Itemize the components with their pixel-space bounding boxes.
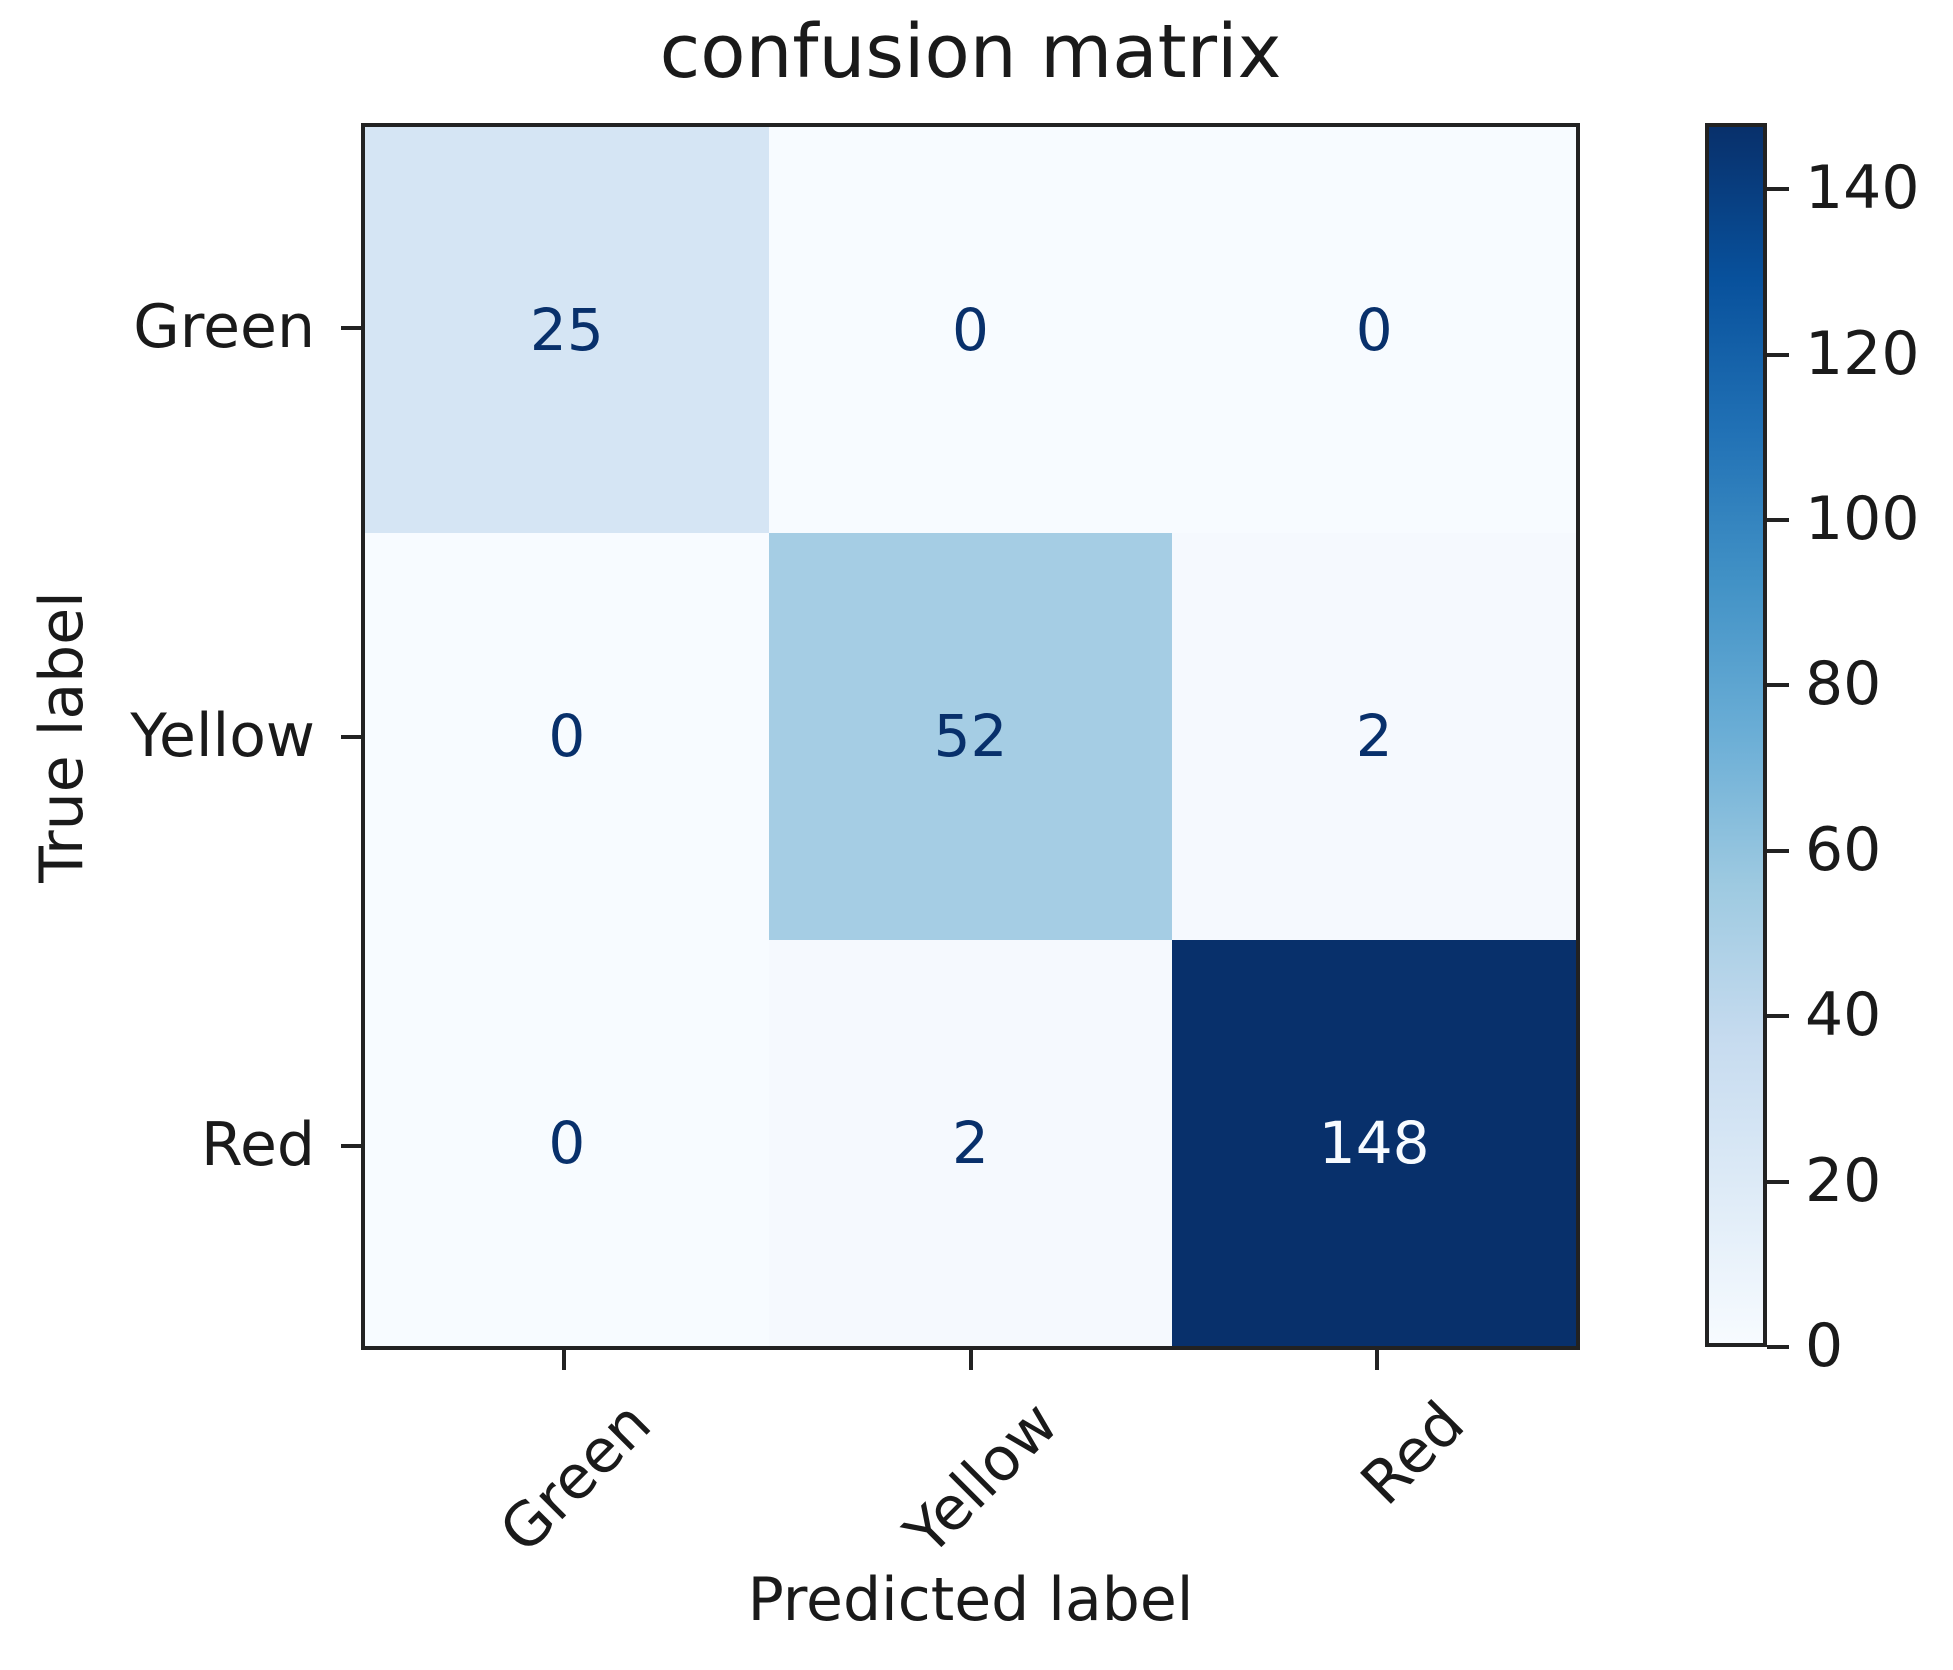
y-tick-label-yellow: Yellow (130, 700, 315, 771)
matrix-cell-yellow-green: 0 (365, 533, 769, 940)
matrix-cell-green-red: 0 (1172, 127, 1576, 534)
x-tick-mark (1374, 1350, 1379, 1370)
x-tick-label-green: Green (487, 1388, 666, 1567)
y-tick-mark (341, 325, 361, 330)
colorbar-tick-mark (1767, 187, 1789, 192)
matrix-cell-red-yellow: 2 (768, 939, 1173, 1346)
colorbar-tick-mark (1767, 848, 1789, 853)
y-tick-mark (341, 734, 361, 739)
x-tick-label-yellow: Yellow (891, 1388, 1072, 1569)
y-tick-mark (341, 1143, 361, 1148)
x-tick-mark (562, 1350, 567, 1370)
colorbar-tick-mark (1767, 1345, 1789, 1349)
x-axis-label: Predicted label (747, 1565, 1194, 1635)
colorbar-tick-mark (1767, 1179, 1789, 1184)
colorbar-tick-label-40: 40 (1805, 980, 1882, 1051)
colorbar-tick-mark (1767, 517, 1789, 522)
colorbar-tick-label-80: 80 (1805, 649, 1882, 720)
matrix-cell-yellow-yellow: 52 (768, 533, 1173, 940)
matrix-cell-red-red: 148 (1172, 939, 1576, 1346)
matrix-cell-yellow-red: 2 (1172, 533, 1576, 940)
matrix-cell-red-green: 0 (365, 939, 769, 1346)
matrix-cell-green-yellow: 0 (768, 127, 1173, 534)
colorbar-tick-mark (1767, 683, 1789, 688)
colorbar (1705, 123, 1767, 1347)
x-tick-label-red: Red (1347, 1388, 1478, 1519)
x-tick-mark (968, 1350, 973, 1370)
matrix-cell-green-green: 25 (365, 127, 769, 534)
colorbar-tick-label-0: 0 (1805, 1311, 1844, 1381)
colorbar-tick-label-120: 120 (1805, 318, 1920, 389)
heatmap-grid: 25 0 0 0 52 2 0 2 148 (361, 123, 1580, 1350)
chart-title: confusion matrix (659, 9, 1282, 95)
colorbar-tick-label-60: 60 (1805, 814, 1882, 885)
y-tick-label-red: Red (201, 1109, 315, 1180)
colorbar-tick-mark (1767, 1014, 1789, 1019)
colorbar-tick-label-140: 140 (1805, 153, 1920, 224)
colorbar-tick-label-100: 100 (1805, 483, 1920, 554)
colorbar-tick-mark (1767, 352, 1789, 357)
y-tick-label-green: Green (133, 291, 315, 362)
colorbar-tick-label-20: 20 (1805, 1145, 1882, 1216)
